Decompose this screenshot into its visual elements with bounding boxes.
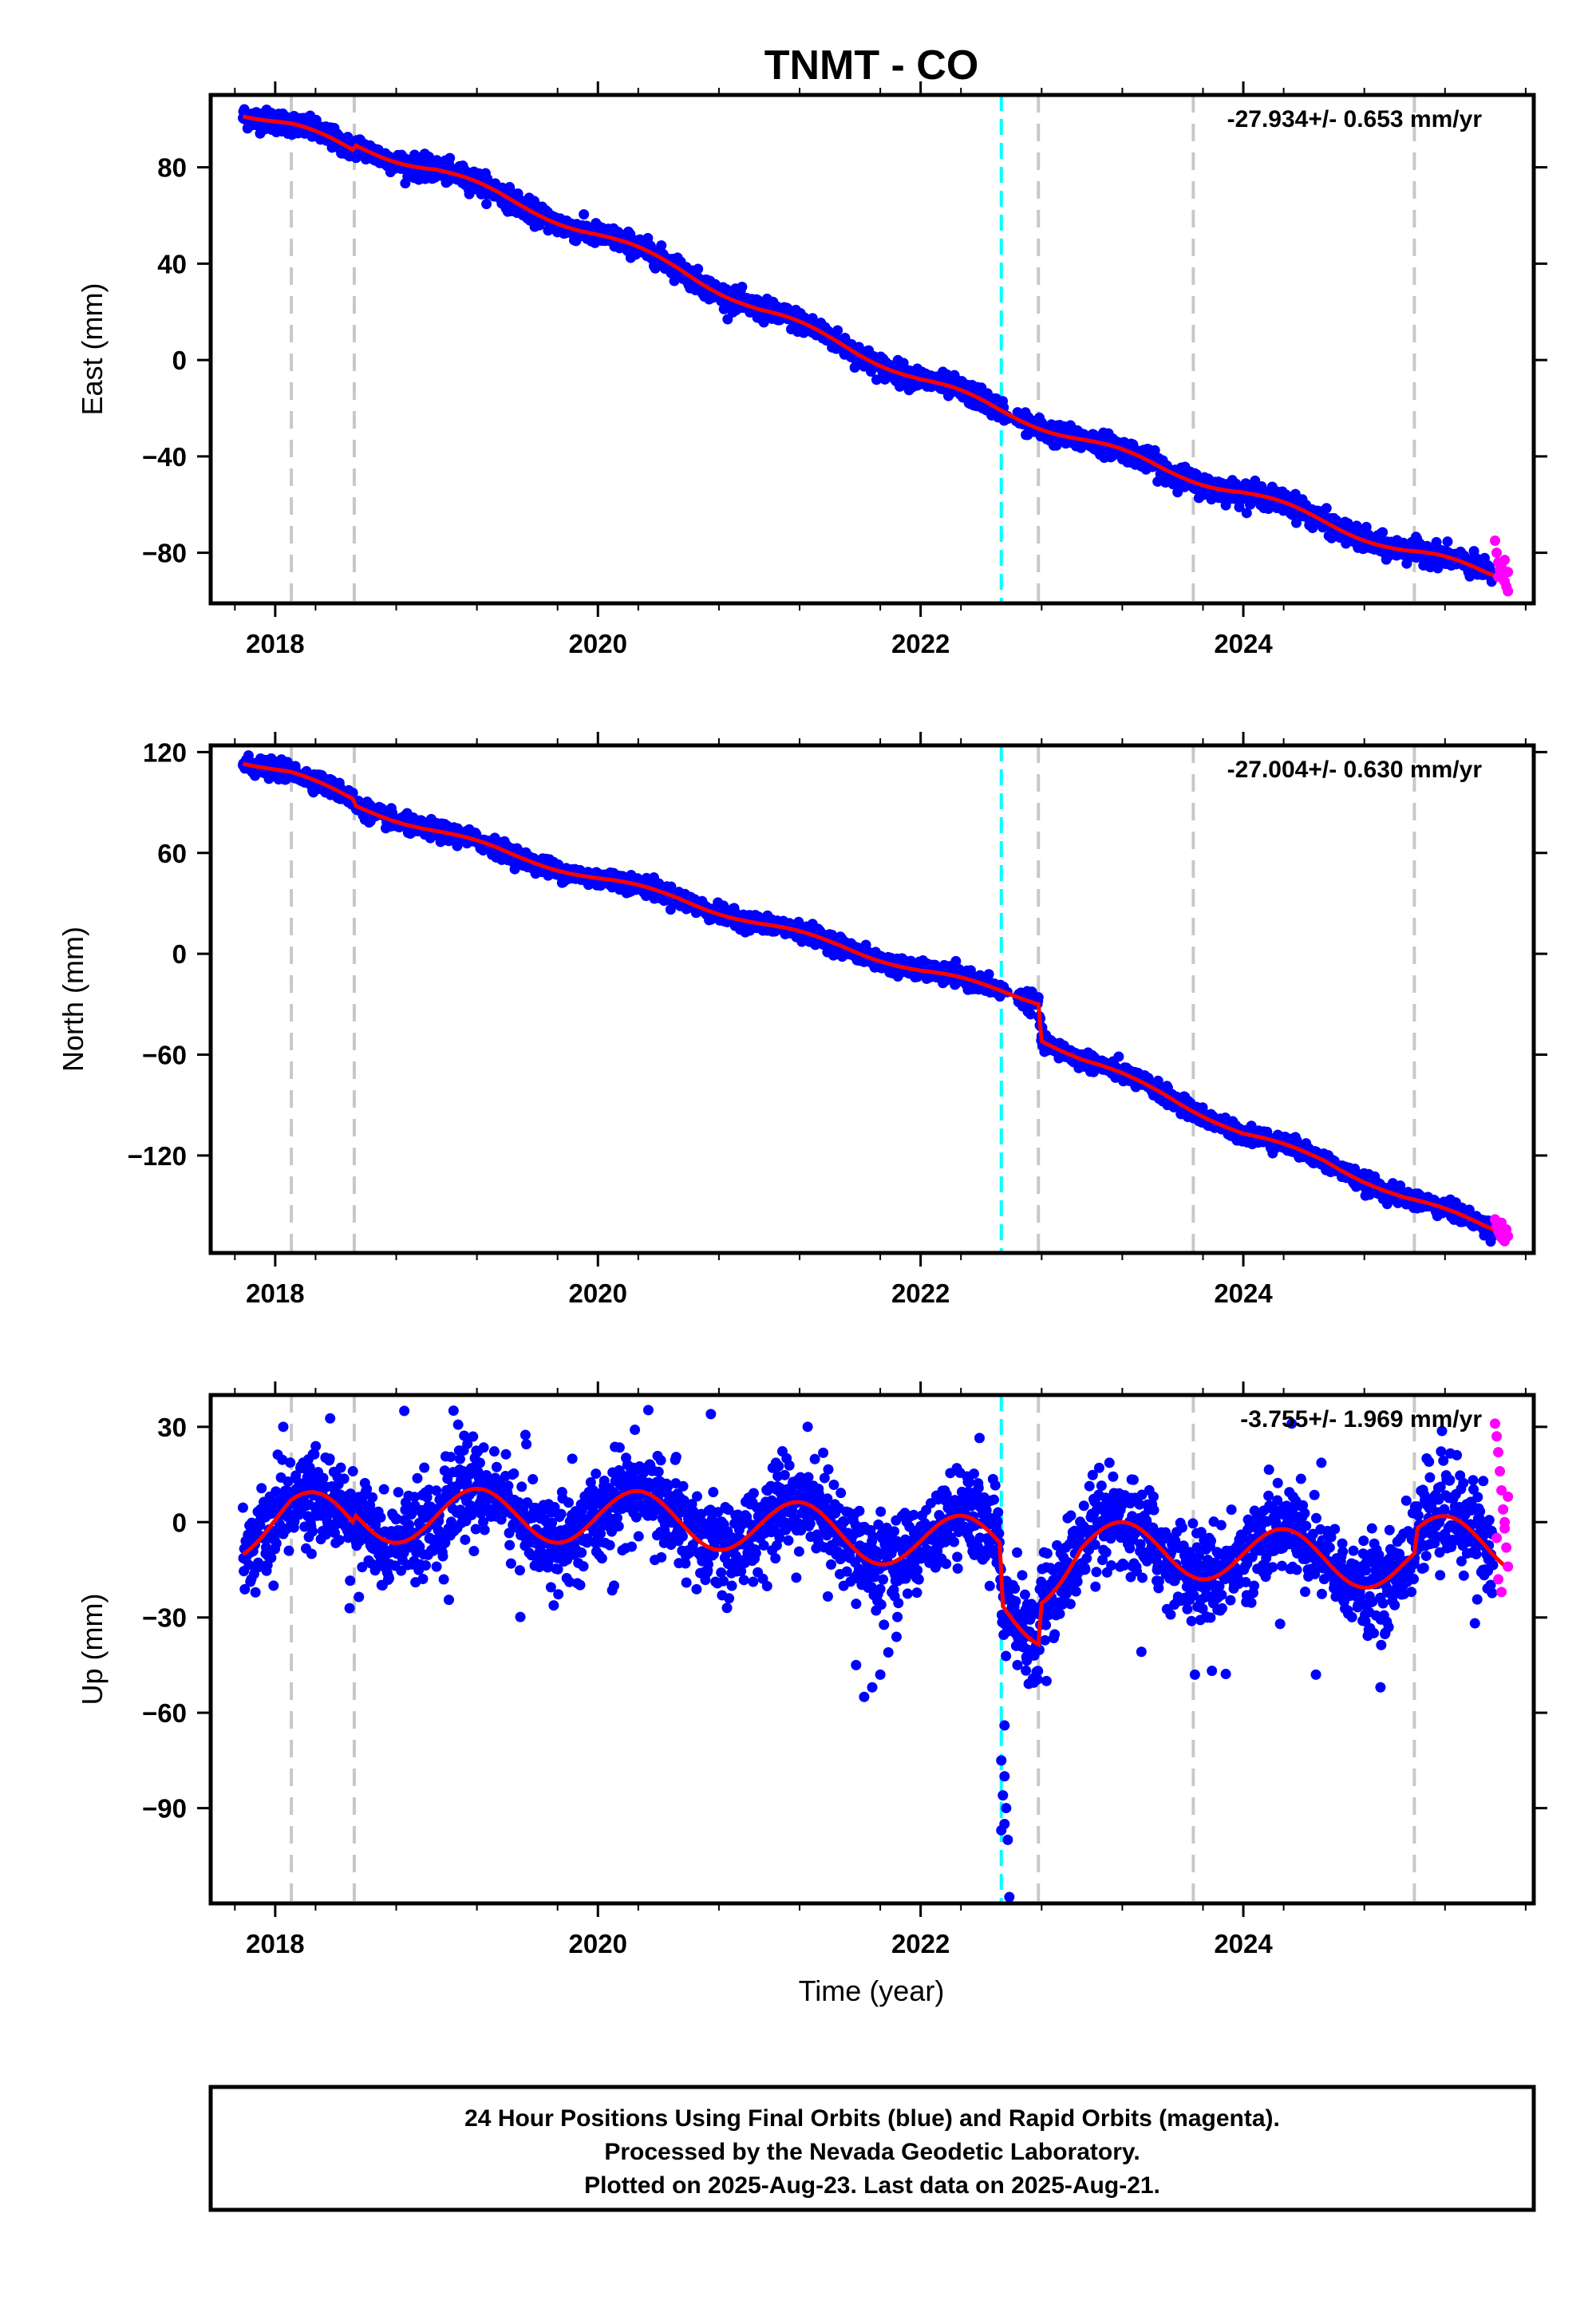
east-y-tick-label: 80 xyxy=(157,153,187,183)
east-rate-label: -27.934+/- 0.653 mm/yr xyxy=(1227,106,1483,132)
east-frame xyxy=(208,93,1536,606)
east-y-tick-label: −80 xyxy=(142,539,187,568)
east-rapid-point xyxy=(1503,567,1514,578)
east-rapid-point xyxy=(1493,571,1504,583)
east-final-point xyxy=(1377,527,1389,538)
east-x-tick-label: 2020 xyxy=(569,629,627,658)
east-rapid-point xyxy=(1503,586,1514,597)
east-x-tick-label: 2024 xyxy=(1214,629,1273,658)
east-plot-area xyxy=(237,95,1514,603)
panels-layer: 2018 2020 2022 2024 80 40 0 −40 −80 East (mm) -27.… xyxy=(57,81,1547,1958)
north-final-point xyxy=(1033,992,1044,1003)
east-rapid-point xyxy=(1499,555,1511,566)
north-plot-area xyxy=(237,745,1514,1253)
east-final-point xyxy=(737,282,748,293)
east-x-tick-label: 2018 xyxy=(246,629,304,658)
east-x-tick-label: 2022 xyxy=(891,629,950,658)
east-model-line xyxy=(242,114,1508,583)
east-final-point xyxy=(1149,445,1160,456)
east-final-point xyxy=(656,240,667,251)
east-y-tick-label: 40 xyxy=(157,249,187,279)
east-final-point xyxy=(871,374,882,385)
panel-east: 2018 2020 2022 2024 80 40 0 −40 −80 East (mm) -27.… xyxy=(76,81,1547,658)
east-final-point xyxy=(832,325,843,336)
east-rapid-point xyxy=(1489,536,1500,547)
east-y-tick-label: 0 xyxy=(172,346,187,375)
east-y-axis-label: East (mm) xyxy=(76,283,109,416)
east-final-point xyxy=(1321,503,1332,514)
east-final-point xyxy=(579,209,590,220)
north-final-point xyxy=(1113,1051,1124,1062)
east-y-tick-label: −40 xyxy=(142,442,187,472)
east-final-point xyxy=(693,263,704,275)
north-final-point xyxy=(983,969,994,980)
east-final-point xyxy=(481,199,492,210)
east-final-point xyxy=(444,152,456,164)
east-final-point xyxy=(1241,508,1252,519)
east-rapid-point xyxy=(1491,547,1502,559)
chart-title: TNMT - CO xyxy=(764,42,979,89)
east-final-point xyxy=(1361,521,1372,532)
east-final-point xyxy=(1442,536,1453,547)
